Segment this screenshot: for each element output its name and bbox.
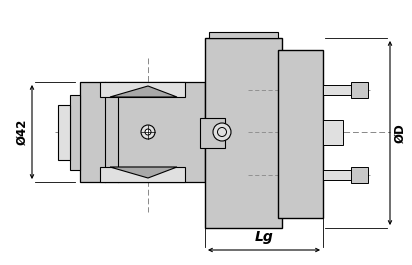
Bar — [323, 85, 355, 95]
Polygon shape — [110, 86, 177, 97]
Bar — [278, 50, 323, 218]
Bar — [200, 118, 225, 148]
Bar — [209, 32, 278, 38]
Circle shape — [141, 125, 155, 139]
Polygon shape — [110, 167, 177, 178]
Bar — [323, 120, 343, 145]
Circle shape — [213, 123, 231, 141]
Bar — [351, 167, 368, 183]
Circle shape — [218, 127, 227, 136]
Bar — [80, 82, 205, 182]
Bar — [323, 170, 355, 180]
Bar — [205, 38, 282, 228]
Circle shape — [145, 129, 151, 135]
Bar — [58, 105, 70, 160]
Text: Lg: Lg — [255, 230, 274, 244]
Bar — [100, 167, 185, 182]
Text: ØD: ØD — [393, 123, 407, 143]
Bar — [351, 82, 368, 98]
Bar — [100, 82, 185, 97]
Text: Ø42: Ø42 — [16, 119, 28, 145]
Bar — [70, 95, 80, 170]
